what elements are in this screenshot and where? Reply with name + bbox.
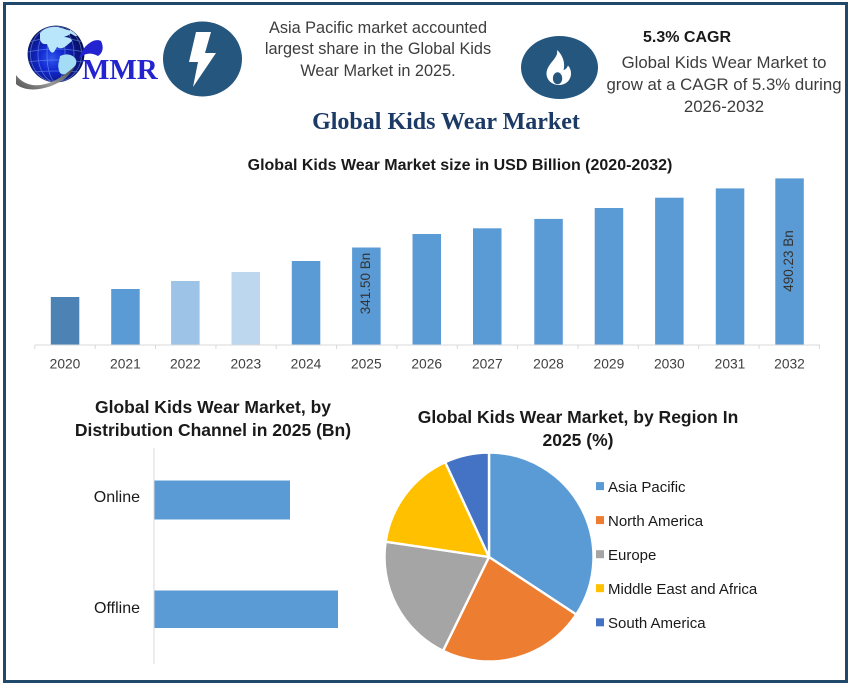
svg-text:2032: 2032	[774, 357, 805, 372]
svg-text:2023: 2023	[230, 357, 261, 372]
svg-text:MMR: MMR	[82, 54, 159, 86]
svg-text:2022: 2022	[170, 357, 201, 372]
svg-text:2031: 2031	[715, 357, 746, 372]
svg-text:2020: 2020	[50, 357, 81, 372]
svg-text:2026: 2026	[411, 357, 442, 372]
svg-text:2028: 2028	[533, 357, 564, 372]
svg-text:2027: 2027	[472, 357, 503, 372]
svg-text:2024: 2024	[291, 357, 322, 372]
svg-text:2029: 2029	[594, 357, 625, 372]
svg-text:2025: 2025	[351, 357, 382, 372]
svg-text:2021: 2021	[110, 357, 141, 372]
svg-text:2030: 2030	[654, 357, 685, 372]
svg-text:341.50 Bn: 341.50 Bn	[358, 253, 373, 315]
svg-text:490.23 Bn: 490.23 Bn	[781, 230, 796, 292]
